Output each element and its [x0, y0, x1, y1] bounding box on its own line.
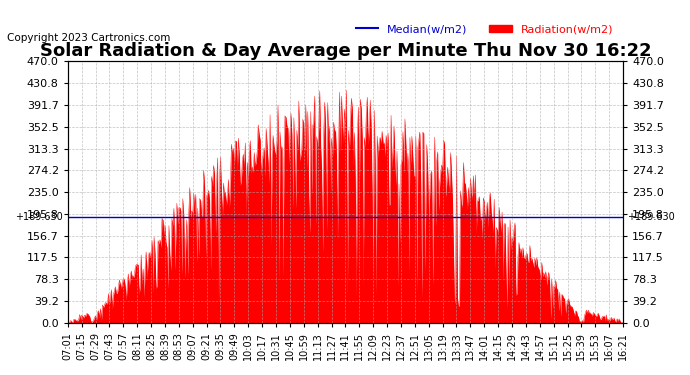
- Text: +189.630: +189.630: [15, 212, 63, 222]
- Text: +189.630: +189.630: [627, 212, 675, 222]
- Text: Copyright 2023 Cartronics.com: Copyright 2023 Cartronics.com: [7, 33, 170, 43]
- Title: Solar Radiation & Day Average per Minute Thu Nov 30 16:22: Solar Radiation & Day Average per Minute…: [39, 42, 651, 60]
- Legend: Median(w/m2), Radiation(w/m2): Median(w/m2), Radiation(w/m2): [351, 20, 618, 39]
